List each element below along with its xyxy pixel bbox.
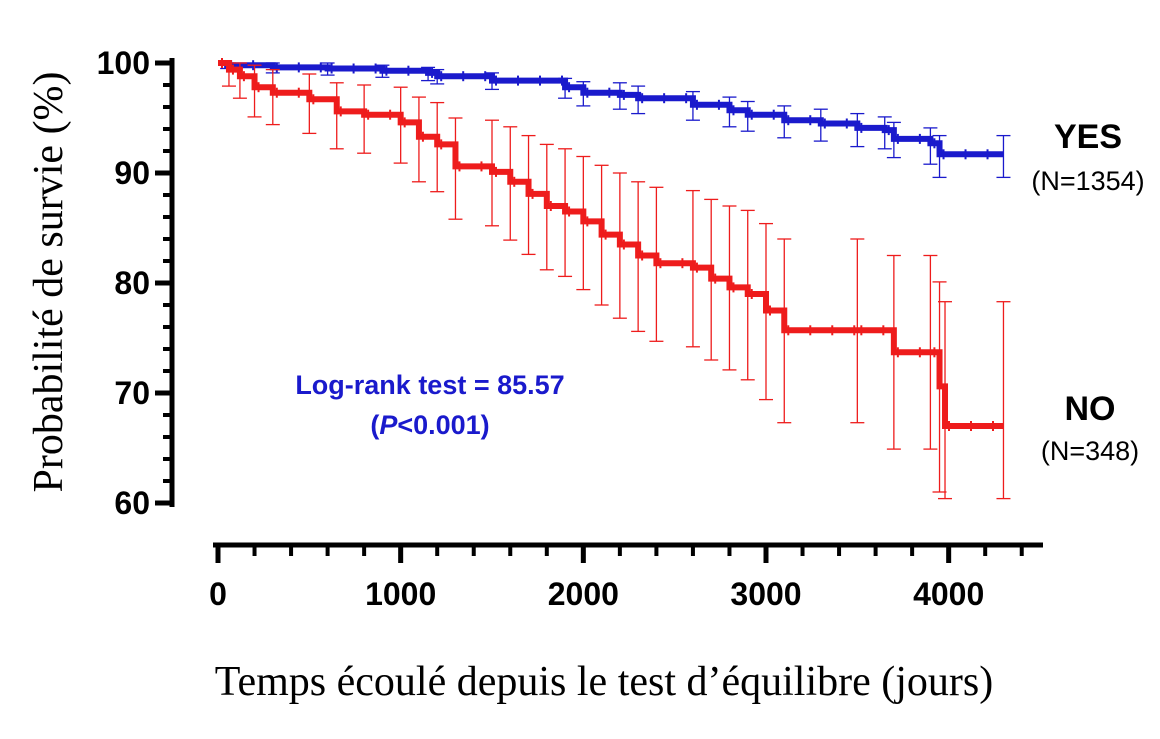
y-tick-label: 80 [114, 265, 150, 301]
pvalue-value: <0.001) [397, 410, 489, 440]
pvalue-symbol: P [379, 410, 398, 440]
x-tick-labels: 0 1000 2000 3000 4000 [209, 576, 984, 612]
series-no [218, 58, 1011, 500]
y-ticks [155, 60, 172, 506]
x-tick-label: 3000 [730, 576, 801, 612]
y-tick-labels: 60 70 80 90 100 [97, 45, 150, 521]
y-tick-label: 60 [114, 485, 150, 521]
x-tick-label: 2000 [548, 576, 619, 612]
x-tick-label: 1000 [365, 576, 436, 612]
legend-yes-name: YES [1054, 118, 1122, 156]
y-tick-label: 90 [114, 155, 150, 191]
x-axis-title: Temps écoulé depuis le test d’équilibre … [215, 659, 994, 705]
y-axis-title: Probabilité de survie (%) [26, 71, 72, 492]
series-layer [218, 58, 1011, 500]
pvalue-annotation: (P<0.001) [370, 410, 489, 440]
x-ticks [215, 545, 1024, 563]
survival-step-line [218, 60, 1004, 429]
x-tick-label: 0 [209, 576, 227, 612]
legend-no-name: NO [1065, 390, 1116, 428]
series-yes [218, 58, 1011, 179]
pvalue-open-paren: ( [370, 410, 379, 440]
logrank-annotation: Log-rank test = 85.57 [295, 370, 564, 400]
survival-step-line [218, 60, 1004, 158]
y-tick-label: 100 [97, 45, 150, 81]
y-tick-label: 70 [114, 375, 150, 411]
legend-yes-count: (N=1354) [1031, 166, 1144, 196]
x-tick-label: 4000 [913, 576, 984, 612]
legend-no-count: (N=348) [1041, 436, 1139, 466]
